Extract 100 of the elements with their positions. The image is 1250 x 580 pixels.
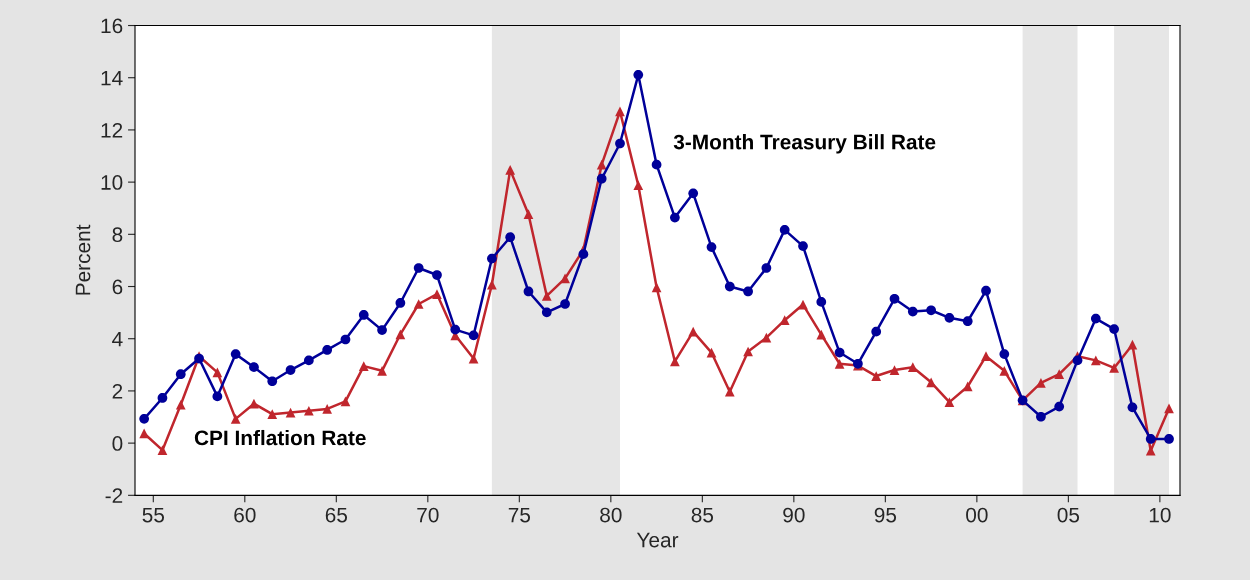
point [596, 173, 607, 184]
x-tick-label: 70 [417, 507, 439, 523]
point [304, 355, 314, 366]
point [907, 362, 918, 373]
point [688, 326, 699, 337]
point [322, 404, 333, 414]
point [175, 369, 186, 380]
point [962, 316, 973, 327]
point [523, 209, 534, 220]
point [358, 310, 369, 320]
x-tick-label: 95 [874, 507, 897, 523]
point [1054, 369, 1065, 380]
point [505, 232, 516, 243]
point [834, 358, 845, 369]
point [377, 325, 387, 335]
point [230, 349, 241, 359]
point [267, 376, 278, 387]
point [926, 305, 936, 316]
point [413, 263, 424, 273]
y-tick-label: 2 [112, 383, 123, 399]
point [285, 365, 296, 375]
x-tick-label: 55 [142, 507, 165, 523]
series-label: CPI Inflation Rate [194, 429, 366, 446]
x-tick-label: 60 [234, 507, 256, 523]
x-tick-label: 90 [783, 507, 805, 523]
point [560, 299, 570, 309]
point [1109, 324, 1119, 334]
point [670, 212, 680, 223]
point [1054, 401, 1065, 412]
point [523, 286, 534, 297]
point [212, 391, 223, 402]
point [724, 386, 735, 397]
point [230, 413, 241, 424]
point [981, 351, 991, 362]
point [999, 365, 1010, 376]
point [779, 225, 790, 235]
point [487, 279, 497, 290]
point [450, 324, 461, 335]
y-tick-label: 16 [101, 18, 123, 34]
point [798, 241, 808, 251]
point [834, 347, 845, 358]
point [340, 334, 351, 345]
x-tick-label: 65 [325, 507, 348, 523]
y-tick-label: 12 [101, 122, 123, 138]
point [962, 381, 973, 392]
point [157, 393, 168, 403]
point [816, 297, 827, 307]
point [651, 159, 662, 170]
point [889, 293, 900, 304]
point [505, 164, 516, 175]
point [1072, 355, 1083, 366]
y-tick-label: 14 [101, 70, 123, 86]
point [871, 371, 882, 381]
y-tick-label: 10 [101, 175, 123, 190]
point [761, 332, 772, 343]
point [541, 307, 552, 318]
point [596, 159, 607, 170]
x-tick-label: 80 [600, 507, 622, 523]
point [395, 298, 406, 308]
y-tick-label: 6 [112, 279, 123, 295]
x-tick-label: 75 [508, 507, 531, 523]
point [304, 405, 314, 416]
point [761, 263, 772, 273]
point [175, 399, 186, 410]
point [724, 281, 735, 292]
point [1127, 339, 1138, 350]
point [944, 397, 955, 407]
point [322, 345, 333, 355]
point [157, 445, 168, 456]
point [871, 326, 882, 337]
x-tick-label: 10 [1149, 507, 1171, 523]
point [1145, 434, 1156, 444]
point [432, 270, 442, 280]
point [981, 285, 991, 296]
point [578, 249, 589, 260]
point [541, 291, 552, 301]
point [487, 253, 497, 264]
point [249, 362, 259, 373]
point [1164, 434, 1174, 444]
x-axis-title: Year [636, 532, 679, 548]
point [889, 365, 900, 375]
point [743, 346, 753, 357]
point [1090, 313, 1101, 324]
x-tick-label: 85 [691, 507, 714, 523]
point [139, 413, 150, 424]
y-tick-label: -2 [105, 488, 123, 503]
y-tick-label: 8 [112, 227, 123, 243]
point [706, 242, 717, 252]
point [743, 286, 753, 297]
point [633, 69, 644, 80]
point [999, 349, 1010, 359]
point [377, 365, 387, 376]
point [413, 299, 424, 309]
point [633, 180, 644, 191]
point [926, 377, 936, 388]
point [212, 367, 223, 378]
point [1036, 377, 1046, 388]
y-axis-title: Percent [75, 224, 91, 295]
point [468, 330, 479, 341]
point [615, 106, 625, 117]
